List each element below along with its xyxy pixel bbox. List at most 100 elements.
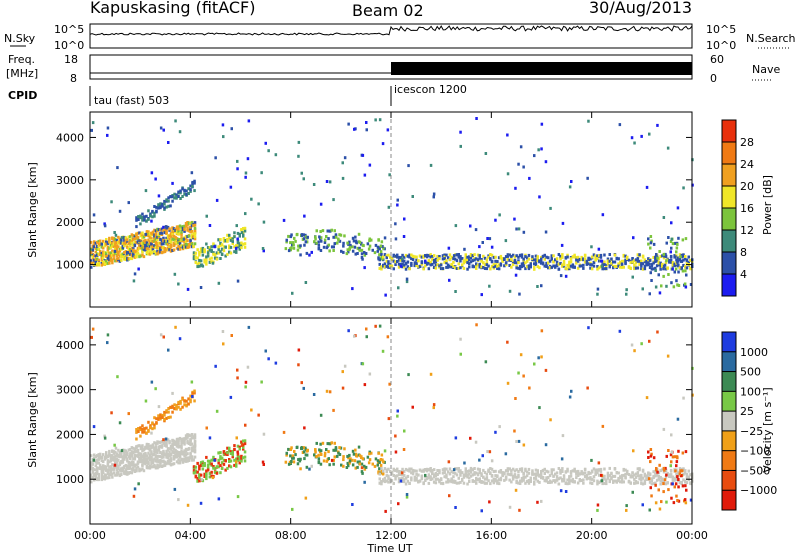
power-cell [141,212,144,216]
power-cell [524,267,527,271]
power-cell [566,263,569,267]
power-cell [624,254,627,258]
power-cell [399,264,403,268]
velocity-cell [141,430,144,434]
velocity-cell [238,447,241,451]
power-cell [475,257,478,261]
velocity-cell [485,472,489,476]
power-cell [111,261,114,265]
power-cell [622,265,625,269]
power-cell [640,134,643,138]
power-cell [380,240,384,244]
velocity-cell [647,450,650,454]
power-cell [406,260,410,264]
velocity-cell [163,463,167,467]
power-cell [683,282,687,286]
power-cell [288,247,292,251]
velocity-cell [178,459,182,463]
power-cell [348,245,352,249]
power-cell [217,238,220,242]
power-cell [109,245,113,249]
velocity-cell [92,425,96,429]
power-cell [141,253,144,257]
velocity-cell [159,416,162,420]
velocity-cell [154,450,158,454]
power-cell [488,284,491,288]
power-cell [147,217,150,221]
velocity-cell [242,445,245,449]
velocity-cell [139,460,143,463]
power-cell [640,267,643,271]
velocity-cell [228,446,231,450]
power-cell [319,202,323,206]
power-cell [378,247,381,251]
power-cell [238,242,241,246]
power-cell [93,258,96,262]
power-cell [135,236,138,240]
velocity-cell [454,506,457,509]
velocity-cell [605,478,608,482]
power-cell [464,253,467,257]
power-cell [494,255,497,259]
power-cell [184,245,188,249]
velocity-cell [490,474,494,478]
x-tick-label: 16:00 [475,529,507,542]
power-cell [590,255,594,259]
power-cell [641,262,645,266]
velocity-cell [145,431,148,435]
velocity-cell [173,407,176,410]
power-cell [677,236,680,240]
colorbar-swatch [722,470,736,491]
power-cell [234,246,238,250]
power-cell [411,195,414,198]
power-cell [494,218,497,222]
power-cell [325,180,329,183]
velocity-cell [123,454,126,458]
power-cell [529,264,532,268]
velocity-cell [149,424,152,428]
velocity-cell [474,440,478,444]
power-cell [334,235,337,239]
power-cell [110,200,113,204]
velocity-cell [99,465,102,469]
velocity-cell [310,464,313,468]
velocity-cell [382,469,385,473]
velocity-cell [641,469,645,473]
power-cell [156,238,159,241]
velocity-cell [466,473,469,477]
power-cell [229,237,233,241]
power-cell [554,264,557,268]
power-cell [544,230,548,234]
power-cell [177,225,180,229]
velocity-cell [91,469,94,473]
velocity-cell [429,469,432,473]
velocity-cell [91,476,94,480]
velocity-cell [144,445,147,449]
power-cell [594,258,597,262]
velocity-cell [196,479,199,483]
power-cell [536,255,539,259]
velocity-cell [136,465,140,469]
power-cell [533,258,536,262]
power-cell [436,254,439,258]
power-cell [157,251,161,255]
power-cell [106,248,110,252]
power-cell [351,245,354,249]
power-cell [162,245,165,249]
velocity-cell [543,479,546,483]
velocity-cell [661,468,664,472]
power-cell [597,259,601,263]
velocity-cell [378,472,381,476]
velocity-cell [103,456,106,460]
velocity-cell [315,455,318,458]
velocity-cell [638,477,641,481]
velocity-cell [174,441,177,445]
power-cell [235,250,238,254]
velocity-cell [250,408,253,412]
velocity-cell [385,468,388,472]
power-cell [143,215,146,219]
power-cell [139,222,142,226]
power-cell [508,253,511,257]
velocity-cell [564,481,568,485]
